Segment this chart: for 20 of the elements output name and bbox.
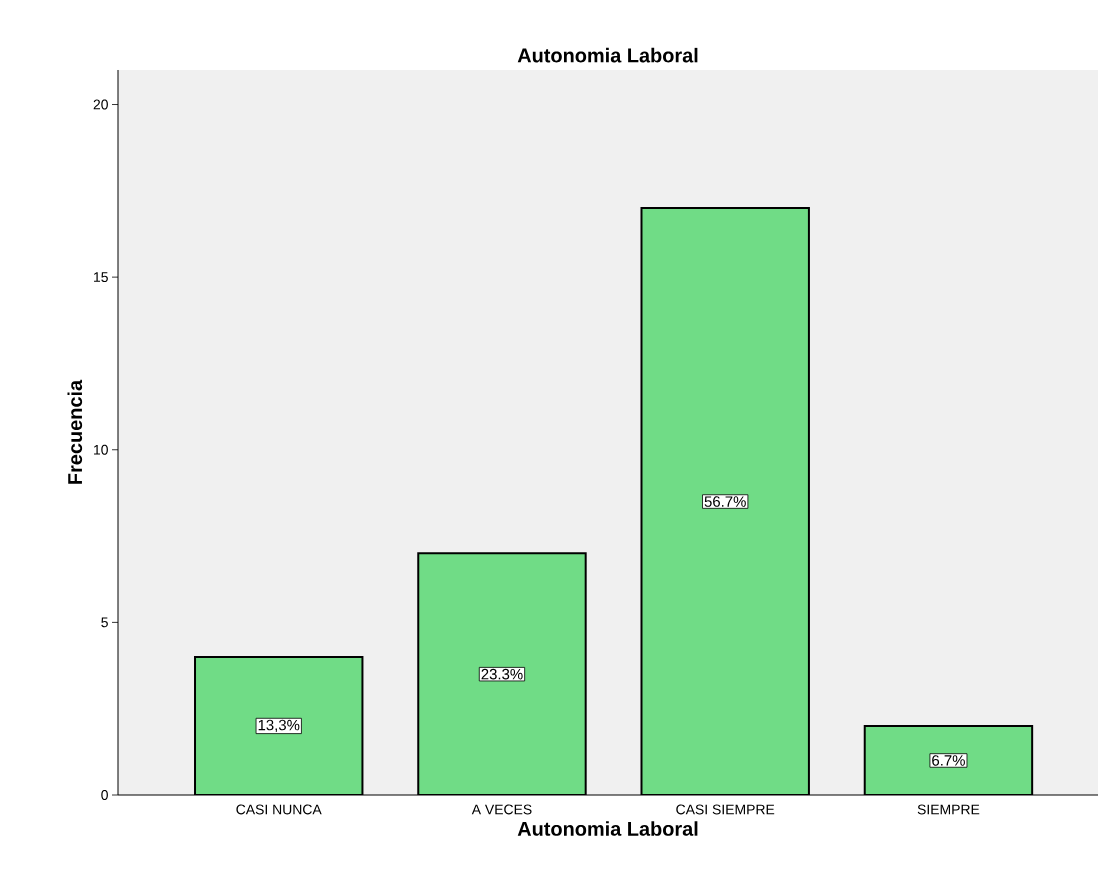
bar (194, 655, 364, 795)
annotation: 23.3% (481, 668, 523, 680)
x-tick-label: A VECES (471, 804, 532, 815)
bar (417, 552, 587, 795)
chart-title: Autonomia Laboral (517, 47, 698, 63)
bar (863, 724, 1034, 795)
bar (640, 207, 810, 795)
x-tick-label: CASI NUNCA (236, 804, 322, 815)
y-axis-title: Frecuencia (67, 379, 83, 484)
annotation: 13,3% (258, 719, 300, 733)
x-tick-label: CASI SIEMPRE (676, 804, 775, 815)
y-tick-label: 0 (101, 790, 108, 800)
y-tick-label: 15 (94, 272, 108, 283)
x-axis-title: Autonomia Laboral (517, 821, 698, 836)
y-tick-label: 20 (93, 99, 108, 110)
x-tick-label: SIEMPRE (917, 804, 980, 815)
y-tick-label: 10 (94, 444, 108, 455)
annotation: 6.7% (932, 755, 965, 766)
y-tick-label: 5 (101, 617, 108, 628)
annotation: 56.7% (704, 496, 746, 507)
